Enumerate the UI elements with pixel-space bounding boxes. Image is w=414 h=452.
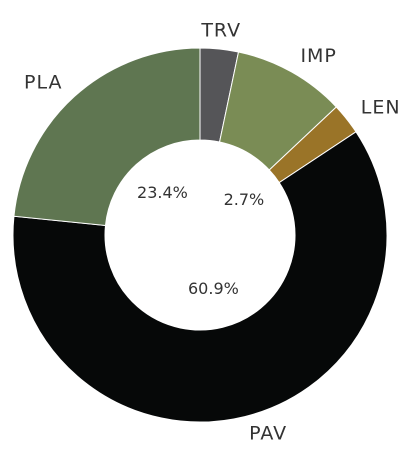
category-label: LEN <box>361 96 401 118</box>
value-label: 60.9% <box>188 279 239 298</box>
donut-slice <box>13 47 201 227</box>
category-label: IMP <box>300 45 336 67</box>
category-label: TRV <box>200 20 241 42</box>
donut-slice <box>12 131 388 423</box>
value-label: 23.4% <box>137 183 188 202</box>
category-label: PLA <box>24 71 62 93</box>
category-label: PAV <box>249 423 287 445</box>
value-label: 2.7% <box>224 190 265 209</box>
